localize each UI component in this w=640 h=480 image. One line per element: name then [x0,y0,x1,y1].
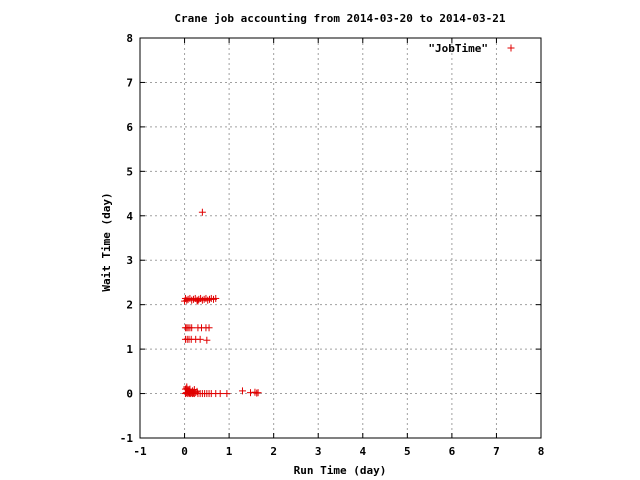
legend-plus-marker [507,44,515,52]
data-point [212,294,220,302]
data-point [254,389,262,397]
y-tick-label: 7 [126,76,133,89]
grid-lines [140,38,541,438]
data-point [198,208,206,216]
data-point [184,386,192,394]
data-point [216,390,224,398]
data-point [185,387,193,395]
x-tick-label: 6 [449,445,456,458]
chart-title: Crane job accounting from 2014-03-20 to … [174,12,506,25]
data-point [205,324,213,332]
data-point [196,335,204,343]
legend-label: "JobTime" [428,42,488,55]
y-tick-label: 5 [126,165,133,178]
plot-frame [139,37,542,439]
y-tick-label: -1 [120,432,134,445]
x-tick-label: 7 [493,445,500,458]
data-point [194,297,202,305]
data-point [204,296,212,304]
data-points [181,208,262,398]
y-tick-label: 3 [126,254,133,267]
y-tick-label: 0 [126,388,133,401]
x-tick-label: 0 [181,445,188,458]
x-tick-label: 5 [404,445,411,458]
data-point [188,324,196,332]
x-tick-label: 1 [226,445,233,458]
data-point [238,387,246,395]
data-point [193,387,201,395]
data-point [223,390,231,398]
y-tick-label: 4 [126,210,133,223]
legend-marker [507,44,515,52]
x-tick-label: 8 [538,445,545,458]
x-axis-label: Run Time (day) [294,464,387,477]
legend: "JobTime" [428,42,515,55]
axis-ticks: -1 0 1 2 3 4 5 6 7 8 -1 0 1 2 3 4 5 6 7 8 [120,32,545,458]
x-tick-label: 4 [359,445,366,458]
y-tick-label: 8 [126,32,133,45]
y-tick-label: 1 [126,343,133,356]
x-tick-label: -1 [133,445,147,458]
x-tick-label: 3 [315,445,322,458]
data-point [183,383,191,391]
data-point [181,294,189,302]
y-tick-label: 6 [126,121,133,134]
y-tick-label: 2 [126,299,133,312]
x-tick-label: 2 [270,445,277,458]
y-axis-label: Wait Time (day) [100,192,113,291]
data-point [203,336,211,344]
